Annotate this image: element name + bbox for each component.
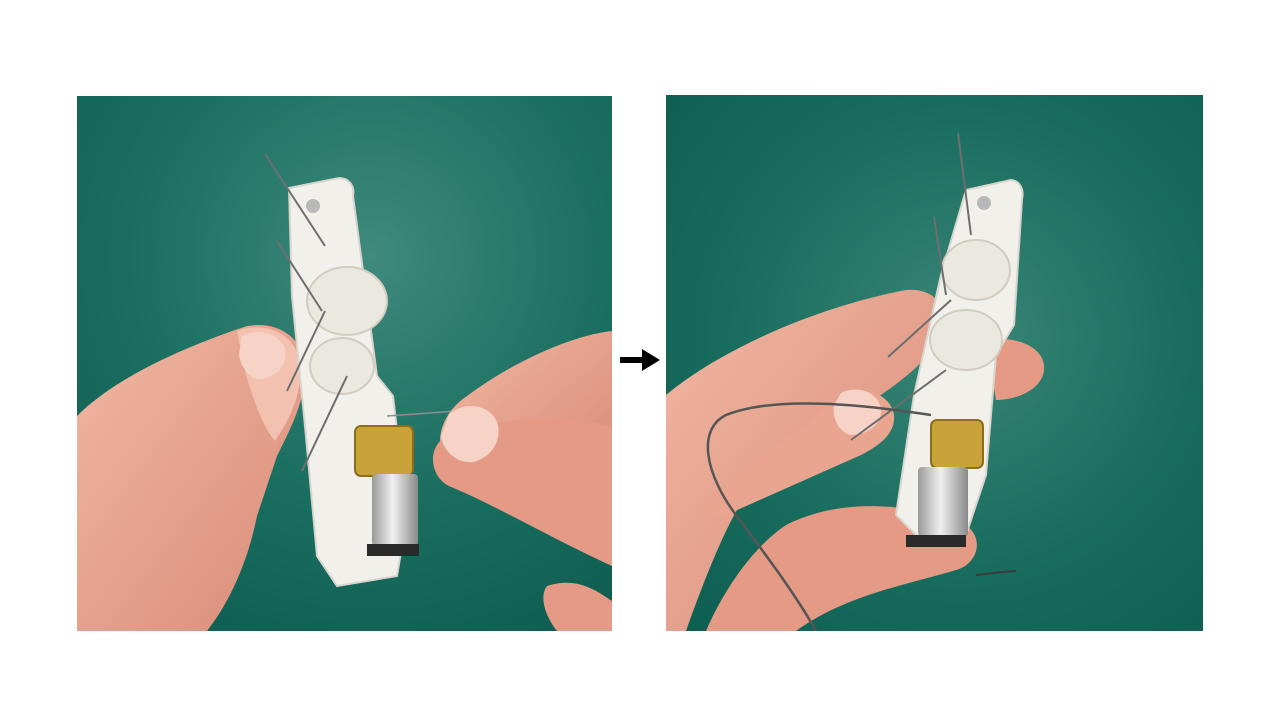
motor-end-cap	[906, 535, 966, 547]
fingertip-right	[986, 338, 1045, 400]
wire-lower	[850, 369, 947, 441]
dc-motor	[372, 474, 418, 546]
wire-pulled	[386, 410, 458, 417]
wire-tail	[975, 570, 1017, 576]
photo-before	[77, 96, 612, 631]
hand	[666, 289, 945, 631]
finger-joint-lower	[929, 309, 1003, 371]
right-thumbnail	[441, 406, 499, 463]
wire-upper	[264, 153, 326, 247]
screw-head	[306, 199, 320, 213]
motor-end-cap	[367, 544, 419, 556]
photo-after	[666, 95, 1203, 631]
wire-upper	[957, 132, 972, 236]
wire-middle	[276, 240, 323, 312]
finger-joint-upper	[941, 239, 1011, 301]
finger-joint-lower	[309, 337, 375, 395]
left-hand	[77, 325, 306, 631]
right-lower-finger	[543, 582, 612, 631]
wire-loop	[706, 402, 932, 631]
thumbnail	[833, 389, 882, 435]
dc-motor	[918, 467, 968, 537]
gearbox	[930, 419, 984, 469]
before-photo-image	[77, 96, 612, 631]
gearbox	[354, 425, 414, 477]
after-photo-image	[666, 95, 1203, 631]
finger-joint-upper	[306, 266, 388, 336]
wire-lower	[301, 375, 348, 472]
screw-head	[977, 196, 991, 210]
wire-diagonal	[887, 299, 952, 358]
wire-middle	[933, 216, 947, 296]
wire-diagonal	[286, 310, 326, 392]
right-arrow-icon	[620, 349, 660, 371]
left-thumbnail	[239, 332, 286, 380]
